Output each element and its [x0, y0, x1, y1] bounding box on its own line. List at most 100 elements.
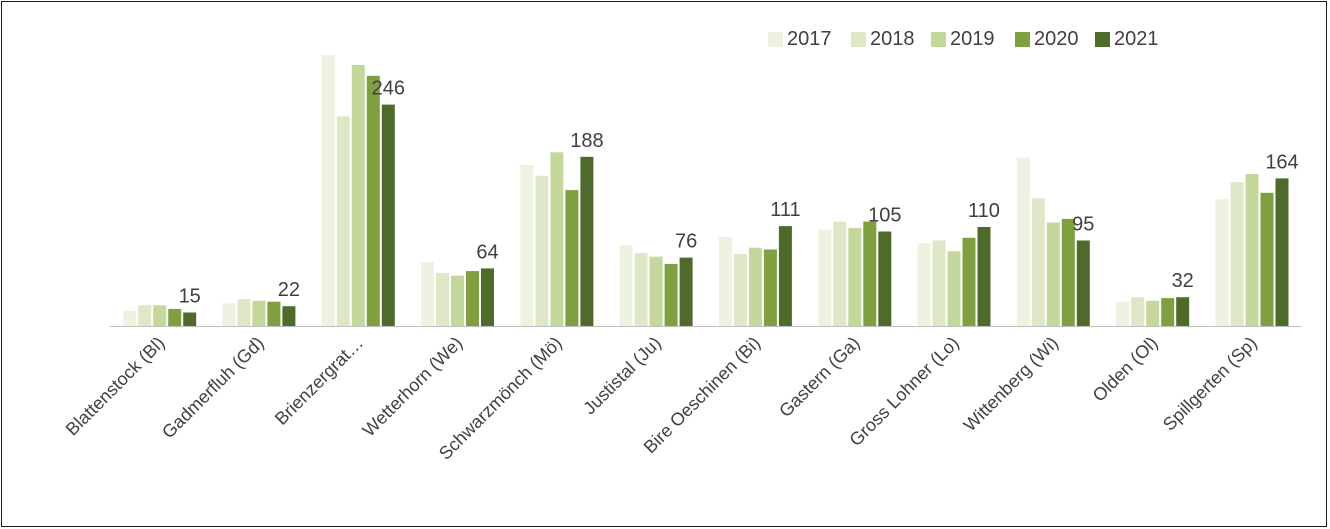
bar-2018-11: [1230, 182, 1244, 326]
data-label: 15: [179, 286, 201, 308]
bar-2019-5: [649, 256, 663, 326]
bar-2021-8: [977, 227, 991, 326]
bar-2018-4: [535, 175, 549, 326]
category-label: Gadmerfluh (Gd): [158, 333, 268, 443]
bar-2020-2: [366, 75, 380, 326]
bar-2020-10: [1161, 298, 1175, 326]
bar-2020-7: [863, 221, 877, 326]
bar-2017-1: [222, 303, 236, 326]
bar-2020-11: [1260, 192, 1274, 326]
data-label: 64: [476, 241, 498, 263]
bar-2021-11: [1275, 178, 1289, 326]
legend-item-2017: 2017: [768, 26, 832, 52]
bar-2018-9: [1031, 198, 1045, 326]
bar-2018-6: [733, 254, 747, 326]
bars-group: [123, 55, 1289, 326]
data-label: 22: [278, 279, 300, 301]
bar-2020-6: [763, 249, 777, 326]
category-label: Brienzergrat…: [271, 333, 367, 429]
bar-2020-0: [168, 308, 182, 326]
legend-swatch: [851, 31, 866, 47]
bar-2017-8: [917, 243, 931, 326]
bar-2018-8: [932, 240, 946, 326]
legend-item-2018: 2018: [851, 26, 915, 52]
legend-item-2019: 2019: [931, 26, 995, 52]
legend-label: 2021: [1114, 27, 1159, 50]
data-label: 111: [770, 199, 800, 221]
data-label: 32: [1172, 270, 1194, 292]
category-label: Gastern (Ga): [775, 333, 863, 421]
bar-2020-3: [466, 271, 479, 326]
category-labels-group: Blattenstock (Bl)Gadmerfluh (Gd) Brienzer…: [62, 333, 1261, 464]
bar-2017-10: [1116, 301, 1130, 326]
bar-2021-3: [481, 268, 494, 326]
bar-2021-7: [878, 231, 892, 326]
bar-2020-9: [1061, 218, 1075, 326]
bar-2021-9: [1076, 240, 1090, 326]
bar-2021-10: [1176, 297, 1190, 326]
bar-2018-10: [1131, 297, 1145, 326]
legend-label: 2020: [1034, 27, 1079, 50]
bar-2021-0: [183, 312, 197, 326]
bar-2019-2: [351, 65, 365, 326]
bar-2020-8: [962, 237, 976, 326]
bar-2018-5: [634, 253, 648, 326]
data-labels-group: 15 22 246 64 188 76 111 105 110 95 32 164: [179, 78, 1299, 308]
bar-2018-2: [336, 116, 350, 326]
bar-2019-6: [748, 247, 762, 326]
bar-2019-10: [1146, 300, 1160, 326]
bar-2018-3: [436, 272, 449, 326]
bar-2020-1: [267, 301, 281, 326]
bar-2018-7: [833, 221, 847, 326]
legend-label: 2019: [950, 27, 995, 50]
bar-2017-11: [1215, 199, 1229, 326]
category-label: Spillgerten (Sp): [1159, 333, 1261, 435]
category-label: Blattenstock (Bl): [62, 333, 169, 440]
data-label: 110: [968, 200, 1000, 222]
legend-swatch: [1015, 31, 1030, 47]
bar-2020-4: [565, 190, 579, 326]
category-label: Gross Lohner (Lo): [845, 333, 962, 450]
legend-item-2020: 2020: [1015, 26, 1079, 52]
category-label: Wittenberg (Wi): [960, 333, 1063, 436]
bar-2021-6: [778, 226, 792, 326]
bar-2019-3: [451, 275, 464, 326]
category-label: Wetterhorn (We): [359, 333, 467, 441]
data-label: 105: [868, 205, 901, 227]
bar-2021-5: [679, 257, 693, 326]
legend-label: 2018: [870, 27, 915, 50]
data-label: 95: [1072, 214, 1094, 236]
bar-2019-11: [1245, 173, 1259, 326]
legend-label: 2017: [787, 27, 832, 50]
bar-2021-4: [580, 156, 594, 326]
bar-2017-9: [1016, 157, 1030, 326]
bar-2021-1: [282, 306, 296, 326]
bar-2019-8: [947, 251, 961, 326]
legend-swatch: [768, 31, 783, 47]
category-label: Justistal (Ju): [579, 333, 665, 419]
data-label: 188: [570, 130, 603, 152]
legend-item-2021: 2021: [1095, 26, 1159, 52]
bar-2017-4: [520, 164, 534, 326]
bar-2019-1: [252, 300, 266, 326]
bar-2020-5: [664, 263, 678, 326]
bar-2017-6: [718, 236, 732, 326]
bar-2019-0: [153, 305, 167, 326]
bar-2017-5: [619, 245, 633, 326]
data-label: 164: [1265, 151, 1298, 173]
data-label: 246: [372, 78, 405, 100]
bar-2018-0: [138, 305, 152, 326]
legend-swatch: [931, 31, 946, 47]
bar-2019-7: [848, 227, 862, 326]
bar-2019-4: [550, 152, 564, 326]
data-label: 76: [675, 231, 697, 253]
bar-2017-0: [123, 310, 137, 326]
category-label: Olden (Ol): [1089, 333, 1162, 406]
bar-2021-2: [381, 104, 395, 326]
bar-2017-7: [818, 229, 832, 326]
legend-swatch: [1095, 31, 1110, 47]
bar-2018-1: [237, 299, 251, 326]
bar-2017-3: [421, 262, 434, 326]
